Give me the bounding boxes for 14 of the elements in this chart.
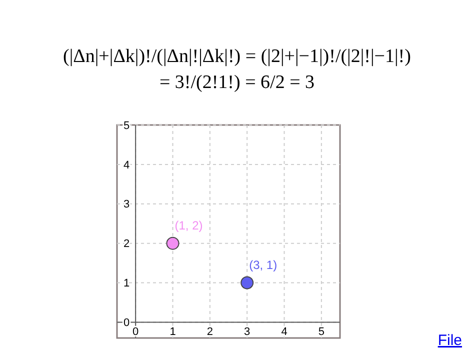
x-tick-label: 1 [170,326,176,338]
y-tick-label: 1 [124,278,130,290]
y-tick-label: 2 [124,238,130,250]
annotation: (3, 1) [249,258,278,272]
x-tick-label: 3 [244,326,250,338]
annotation: (1, 2) [174,218,203,232]
y-tick-label: 4 [124,159,130,172]
chart-title: (|Δn|+|Δk|)!/(|Δn|!|Δk|!) = (|2|+|−1|)!/(|2|!|−1|!) = 3!/(2!1!) = 6/2 = 3 [63,46,411,93]
y-tick-label: 5 [124,120,130,132]
x-tick-label: 2 [206,326,213,338]
x-tick-label: 4 [281,326,288,338]
x-tick-label: 5 [318,326,324,338]
text: File [438,332,462,349]
y-tick-label: 3 [124,198,130,211]
